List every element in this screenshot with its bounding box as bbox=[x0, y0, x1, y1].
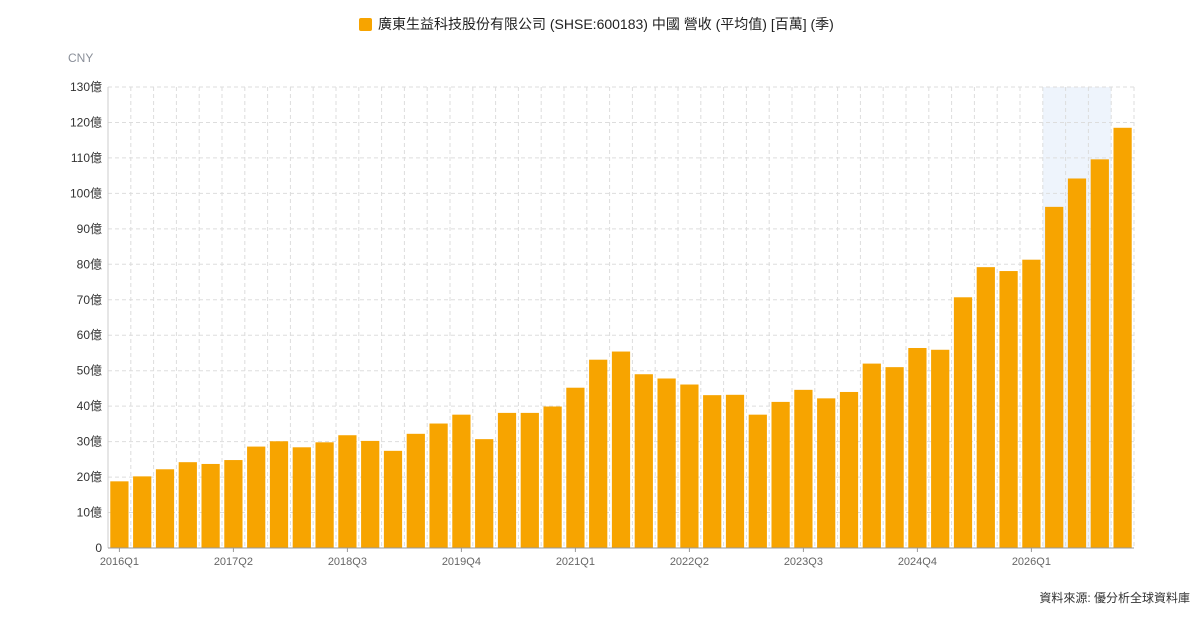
x-tick-label: 2018Q3 bbox=[328, 556, 367, 568]
y-tick-label: 70億 bbox=[77, 293, 102, 307]
bar-2021Q4[interactable] bbox=[634, 374, 653, 548]
bar-2025Q4[interactable] bbox=[999, 271, 1018, 548]
bar-2016Q1[interactable] bbox=[110, 481, 129, 548]
bar-2020Q3[interactable] bbox=[520, 412, 539, 548]
bar-2020Q2[interactable] bbox=[497, 412, 517, 548]
bar-2022Q1[interactable] bbox=[657, 378, 676, 548]
x-tick-label: 2026Q1 bbox=[1012, 556, 1051, 568]
bar-2019Q3[interactable] bbox=[429, 423, 448, 548]
bar-2021Q3[interactable] bbox=[611, 351, 631, 548]
x-tick-label: 2016Q1 bbox=[100, 556, 139, 568]
bar-2018Q3[interactable] bbox=[338, 435, 357, 548]
bar-2019Q4[interactable] bbox=[452, 414, 471, 548]
bar-2025Q2[interactable] bbox=[953, 297, 973, 548]
y-tick-label: 20億 bbox=[77, 470, 102, 484]
bar-2026Q3[interactable] bbox=[1067, 178, 1087, 548]
bar-2017Q4[interactable] bbox=[269, 441, 289, 548]
bar-2017Q3[interactable] bbox=[247, 446, 266, 548]
y-tick-label: 50億 bbox=[77, 364, 102, 378]
x-tick-label: 2019Q4 bbox=[442, 556, 481, 568]
bar-2024Q4[interactable] bbox=[908, 347, 927, 548]
bar-2023Q4[interactable] bbox=[817, 398, 836, 548]
y-axis-unit: CNY bbox=[68, 51, 93, 65]
bar-2016Q2[interactable] bbox=[133, 476, 152, 548]
bar-2023Q1[interactable] bbox=[748, 414, 767, 548]
y-tick-label: 0 bbox=[95, 541, 102, 555]
y-tick-label: 80億 bbox=[77, 257, 102, 271]
bar-2016Q4[interactable] bbox=[178, 462, 197, 548]
y-tick-label: 110億 bbox=[71, 151, 102, 165]
bar-2026Q1[interactable] bbox=[1022, 259, 1041, 548]
bar-2024Q1[interactable] bbox=[839, 391, 859, 548]
bar-2021Q2[interactable] bbox=[589, 359, 608, 548]
legend-swatch bbox=[359, 18, 372, 31]
bar-2018Q2[interactable] bbox=[315, 442, 334, 548]
bar-2022Q4[interactable] bbox=[725, 394, 745, 548]
bar-2019Q2[interactable] bbox=[406, 433, 425, 548]
bar-2026Q2[interactable] bbox=[1045, 206, 1064, 549]
bar-2023Q3[interactable] bbox=[794, 389, 813, 548]
x-tick-label: 2017Q2 bbox=[214, 556, 253, 568]
bar-2020Q4[interactable] bbox=[543, 406, 562, 548]
bar-2019Q1[interactable] bbox=[383, 450, 403, 548]
x-tick-label: 2024Q4 bbox=[898, 556, 937, 568]
bar-2021Q1[interactable] bbox=[566, 387, 585, 548]
bar-2017Q2[interactable] bbox=[224, 460, 243, 548]
y-tick-label: 10億 bbox=[77, 506, 102, 520]
bar-2018Q4[interactable] bbox=[361, 440, 380, 548]
bar-2023Q2[interactable] bbox=[771, 401, 790, 548]
x-tick-label: 2021Q1 bbox=[556, 556, 595, 568]
x-tick-label: 2022Q2 bbox=[670, 556, 709, 568]
y-tick-label: 30億 bbox=[77, 435, 102, 449]
bar-2025Q3[interactable] bbox=[976, 267, 995, 548]
y-tick-label: 40億 bbox=[77, 399, 102, 413]
bar-2020Q1[interactable] bbox=[475, 439, 494, 548]
legend[interactable]: 廣東生益科技股份有限公司 (SHSE:600183) 中國 營收 (平均值) [… bbox=[359, 16, 834, 32]
source-note: 資料來源: 優分析全球資料庫 bbox=[1039, 590, 1190, 605]
bar-2025Q1[interactable] bbox=[931, 349, 950, 548]
bar-2018Q1[interactable] bbox=[292, 447, 311, 548]
y-tick-label: 120億 bbox=[70, 115, 102, 129]
y-tick-label: 100億 bbox=[70, 186, 102, 200]
y-tick-label: 90億 bbox=[77, 222, 102, 236]
bar-2024Q2[interactable] bbox=[862, 363, 881, 548]
bar-2016Q3[interactable] bbox=[155, 469, 175, 548]
bar-2022Q2[interactable] bbox=[680, 384, 699, 548]
bar-2022Q3[interactable] bbox=[703, 395, 722, 548]
y-tick-label: 60億 bbox=[77, 328, 102, 342]
y-tick-label: 130億 bbox=[70, 80, 102, 94]
legend-label: 廣東生益科技股份有限公司 (SHSE:600183) 中國 營收 (平均值) [… bbox=[378, 16, 834, 32]
bar-2024Q3[interactable] bbox=[885, 367, 904, 548]
bar-2017Q1[interactable] bbox=[201, 463, 220, 548]
bar-2026Q4[interactable] bbox=[1090, 159, 1109, 548]
x-tick-label: 2023Q3 bbox=[784, 556, 823, 568]
bar-2027Q1[interactable] bbox=[1113, 127, 1132, 549]
